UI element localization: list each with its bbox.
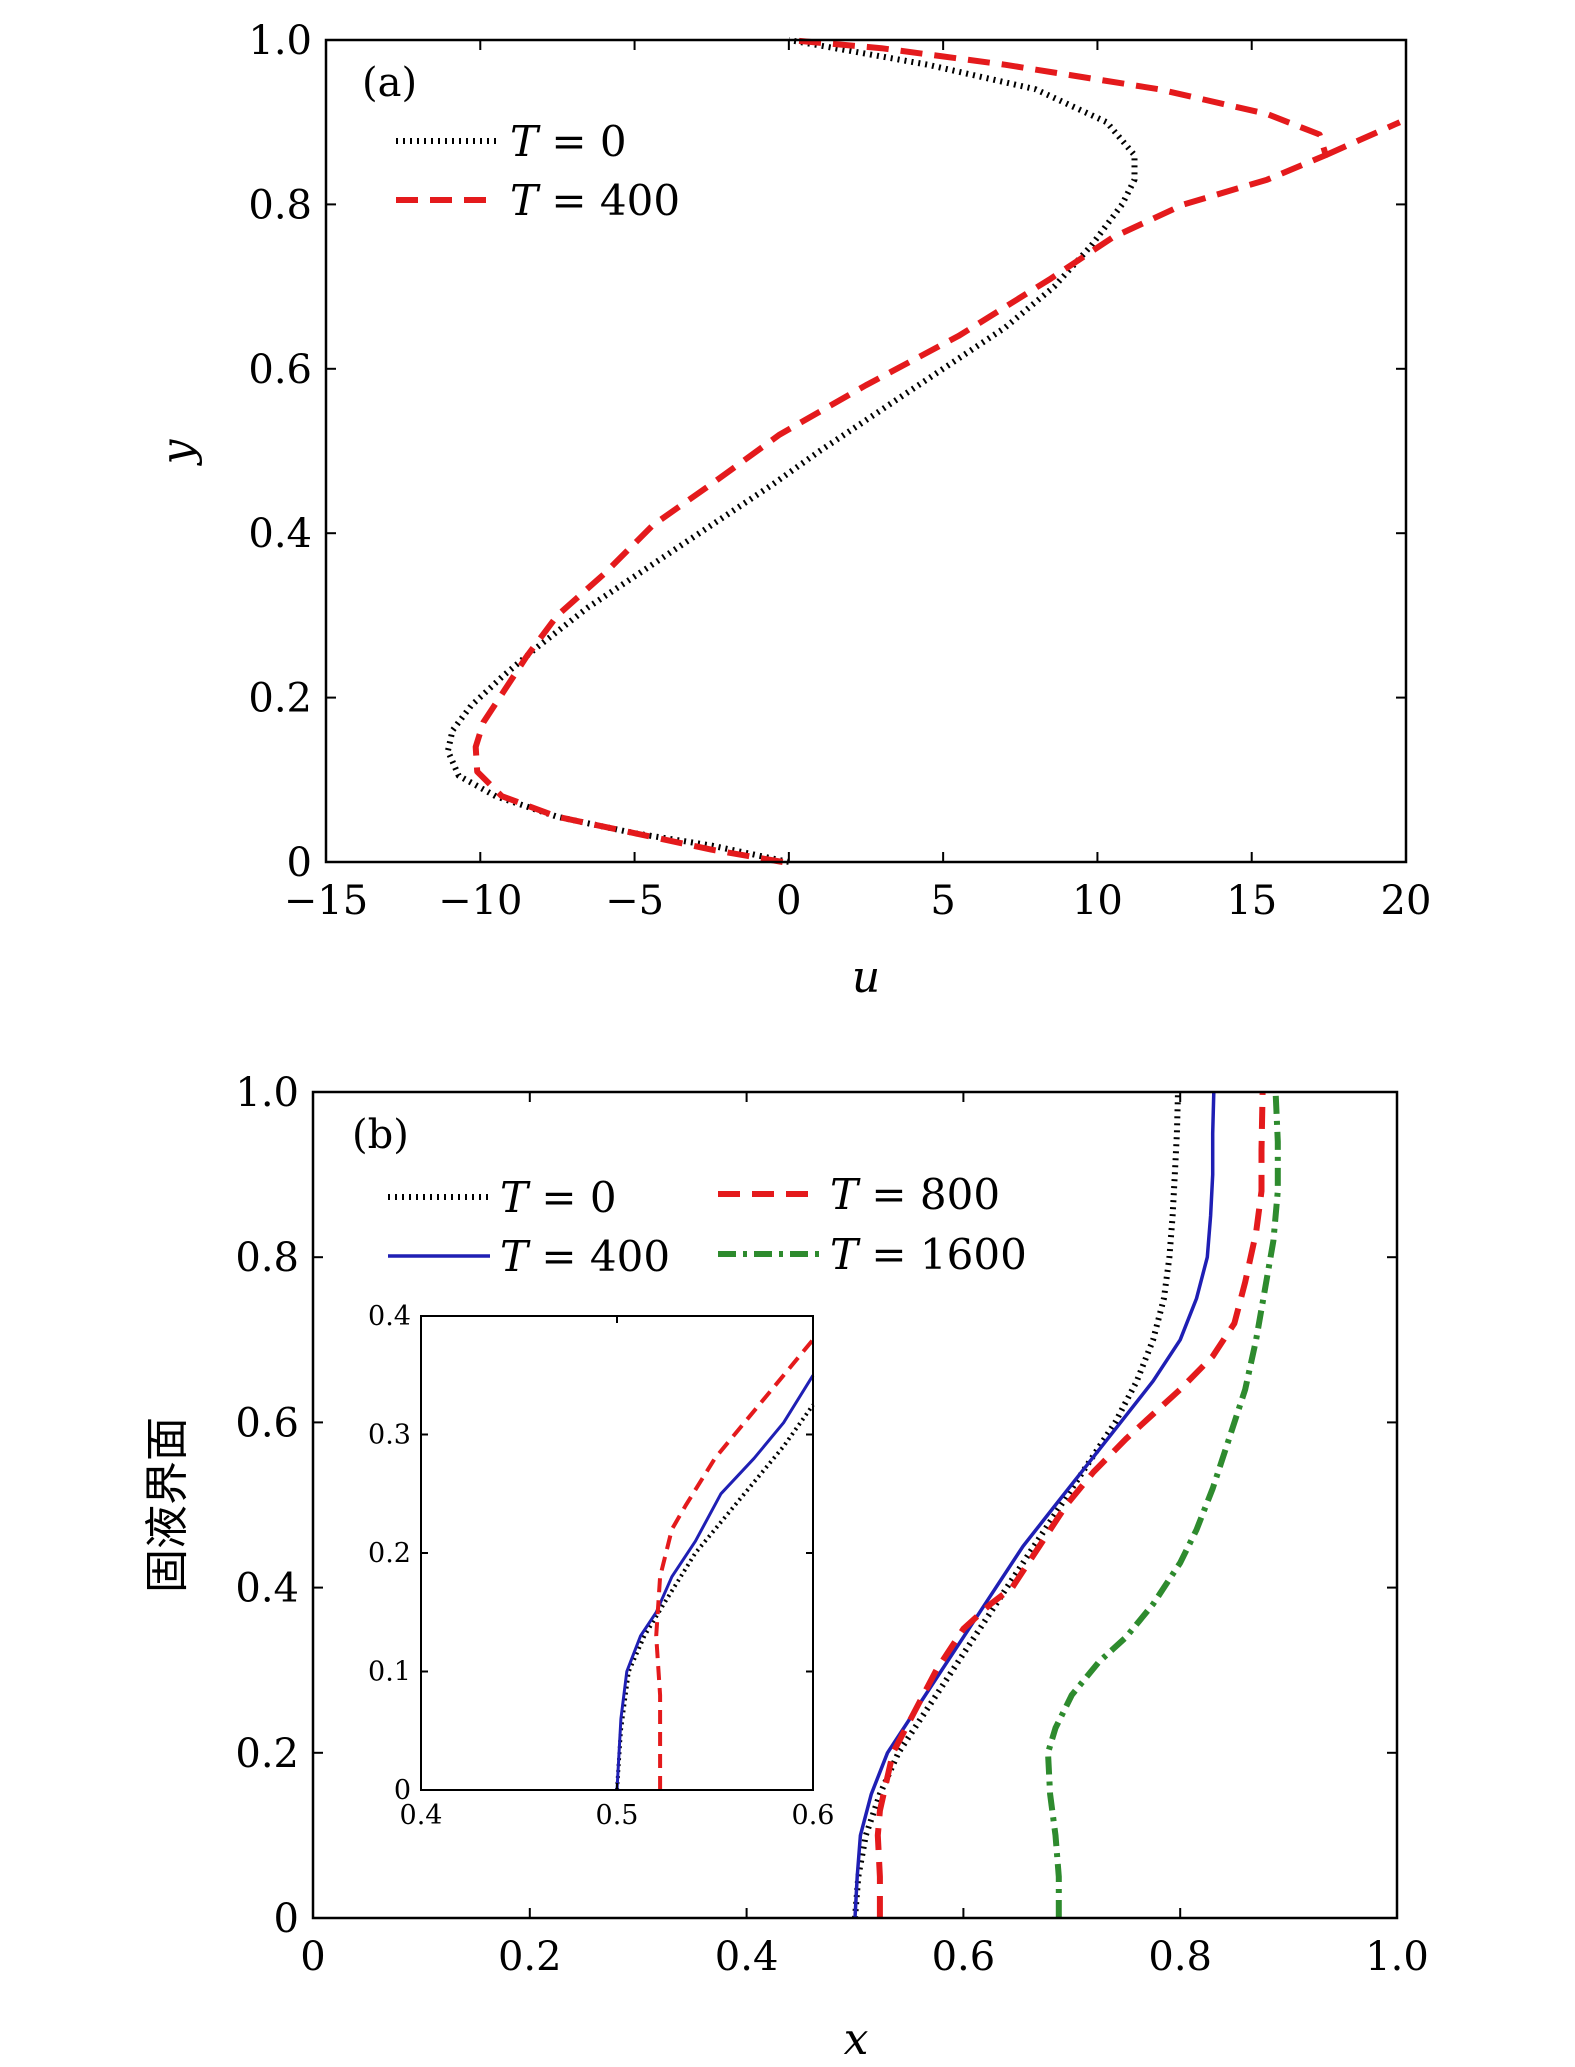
panel-a-legend: T = 0 T = 400 — [396, 117, 680, 225]
panel-a-plot-frame — [324, 38, 1408, 864]
panel-a-series-line-2 — [1324, 119, 1402, 158]
panel-b-legend: T = 0 T = 400 T = 800 T = 1600 — [388, 1170, 1027, 1281]
inset-y-tick-label-3: 0.3 — [368, 1420, 411, 1451]
panel-b-legend-label-0: T = 0 — [500, 1173, 617, 1222]
panel-a-x-tick-label-3: 0 — [776, 878, 801, 924]
panel-a-x-tick-label-2: −5 — [605, 878, 664, 924]
panel-b-x-axis-label: x — [844, 2014, 869, 2065]
inset-x-tick-label-2: 0.6 — [792, 1800, 835, 1831]
inset-y-tick-label-4: 0.4 — [368, 1301, 411, 1332]
panel-b-y-tick-label-4: 0.8 — [235, 1235, 299, 1281]
panel-a-y-tick-label-5: 1.0 — [248, 18, 312, 64]
inset-x-tick-label-0: 0.4 — [400, 1800, 443, 1831]
panel-a-ticks: −15 −10 −5 0 5 10 15 20 0 0.2 0.4 0.6 0.8 1.0 — [248, 18, 1431, 924]
inset-series-line-1 — [615, 1374, 815, 1791]
panel-a-y-tick-label-2: 0.4 — [248, 511, 312, 557]
panel-b-y-tick-label-5: 1.0 — [235, 1070, 299, 1116]
panel-a-legend-label-1: T = 400 — [510, 176, 680, 225]
panel-a-x-tick-label-1: −10 — [438, 878, 522, 924]
panel-a-chart: −15 −10 −5 0 5 10 15 20 0 0.2 0.4 0.6 0.8 1.0 (a) T =… — [152, 18, 1431, 1003]
panel-b-series-line-3 — [1045, 1091, 1281, 1918]
panel-b-series-line-0 — [852, 1091, 1181, 1919]
panel-b-y-tick-label-2: 0.4 — [235, 1566, 299, 1612]
panel-a-y-tick-label-3: 0.6 — [248, 347, 312, 393]
panel-b-x-tick-label-2: 0.4 — [715, 1934, 779, 1980]
panel-b-chart: 0 0.2 0.4 0.6 0.8 1.0 0 0.2 0.4 0.6 0.8 1.0 (b) T =… — [142, 1070, 1429, 2065]
inset-ticks: 0.4 0.5 0.6 0 0.1 0.2 0.3 0.4 — [368, 1301, 834, 1831]
panel-b-x-tick-label-4: 0.8 — [1148, 1934, 1212, 1980]
panel-b-legend-label-1: T = 400 — [500, 1232, 670, 1281]
inset-background — [421, 1316, 813, 1790]
panel-b-x-tick-label-1: 0.2 — [498, 1934, 562, 1980]
inset-y-tick-label-1: 0.1 — [368, 1657, 411, 1688]
panel-a-x-tick-label-7: 20 — [1381, 878, 1432, 924]
panel-a-y-axis-label: y — [152, 438, 203, 466]
panel-b-y-axis-label: 固液界面 — [142, 1417, 193, 1593]
panel-b-series-line-2 — [874, 1091, 1266, 1918]
inset-x-tick-label-1: 0.5 — [596, 1800, 639, 1831]
panel-b-y-tick-label-1: 0.2 — [235, 1731, 299, 1777]
panel-b-x-tick-label-0: 0 — [300, 1934, 325, 1980]
panel-a-legend-label-0: T = 0 — [510, 117, 627, 166]
panel-a-x-tick-label-6: 15 — [1226, 878, 1277, 924]
panel-a-series-line-1 — [472, 37, 1329, 865]
panel-b-ticks: 0 0.2 0.4 0.6 0.8 1.0 0 0.2 0.4 0.6 0.8 1.0 — [235, 1070, 1428, 1980]
panel-a-x-axis-label: u — [852, 952, 880, 1003]
inset-series-line-2 — [654, 1338, 815, 1790]
inset-y-tick-label-0: 0 — [394, 1775, 411, 1806]
panel-b-tag: (b) — [352, 1112, 409, 1158]
panel-b-y-tick-label-0: 0 — [274, 1896, 299, 1942]
panel-b-x-tick-label-3: 0.6 — [932, 1934, 996, 1980]
panel-a-x-tick-label-5: 10 — [1072, 878, 1123, 924]
panel-b-series-line-1 — [853, 1091, 1216, 1919]
panel-a-x-tick-label-4: 5 — [930, 878, 955, 924]
panel-a-series-group — [444, 37, 1402, 865]
panel-b-y-tick-label-3: 0.6 — [235, 1400, 299, 1446]
panel-a-y-tick-label-0: 0 — [287, 840, 312, 886]
inset-series-group — [615, 1338, 815, 1791]
panel-a-y-tick-label-1: 0.2 — [248, 676, 312, 722]
panel-b-legend-label-2: T = 800 — [830, 1170, 1000, 1219]
panel-a-x-tick-label-0: −15 — [284, 878, 368, 924]
panel-b-x-tick-label-5: 1.0 — [1365, 1934, 1429, 1980]
panel-b-legend-label-3: T = 1600 — [830, 1230, 1027, 1279]
panel-b-inset: 0.4 0.5 0.6 0 0.1 0.2 0.3 0.4 — [368, 1301, 834, 1831]
panel-a-y-tick-label-4: 0.8 — [248, 182, 312, 228]
panel-b-plot-frame — [311, 1090, 1399, 1920]
panel-a-series-line-0 — [444, 37, 1138, 865]
panel-a-tag: (a) — [362, 60, 417, 106]
inset-y-tick-label-2: 0.2 — [368, 1538, 411, 1569]
panel-b-series-group — [852, 1091, 1281, 1919]
